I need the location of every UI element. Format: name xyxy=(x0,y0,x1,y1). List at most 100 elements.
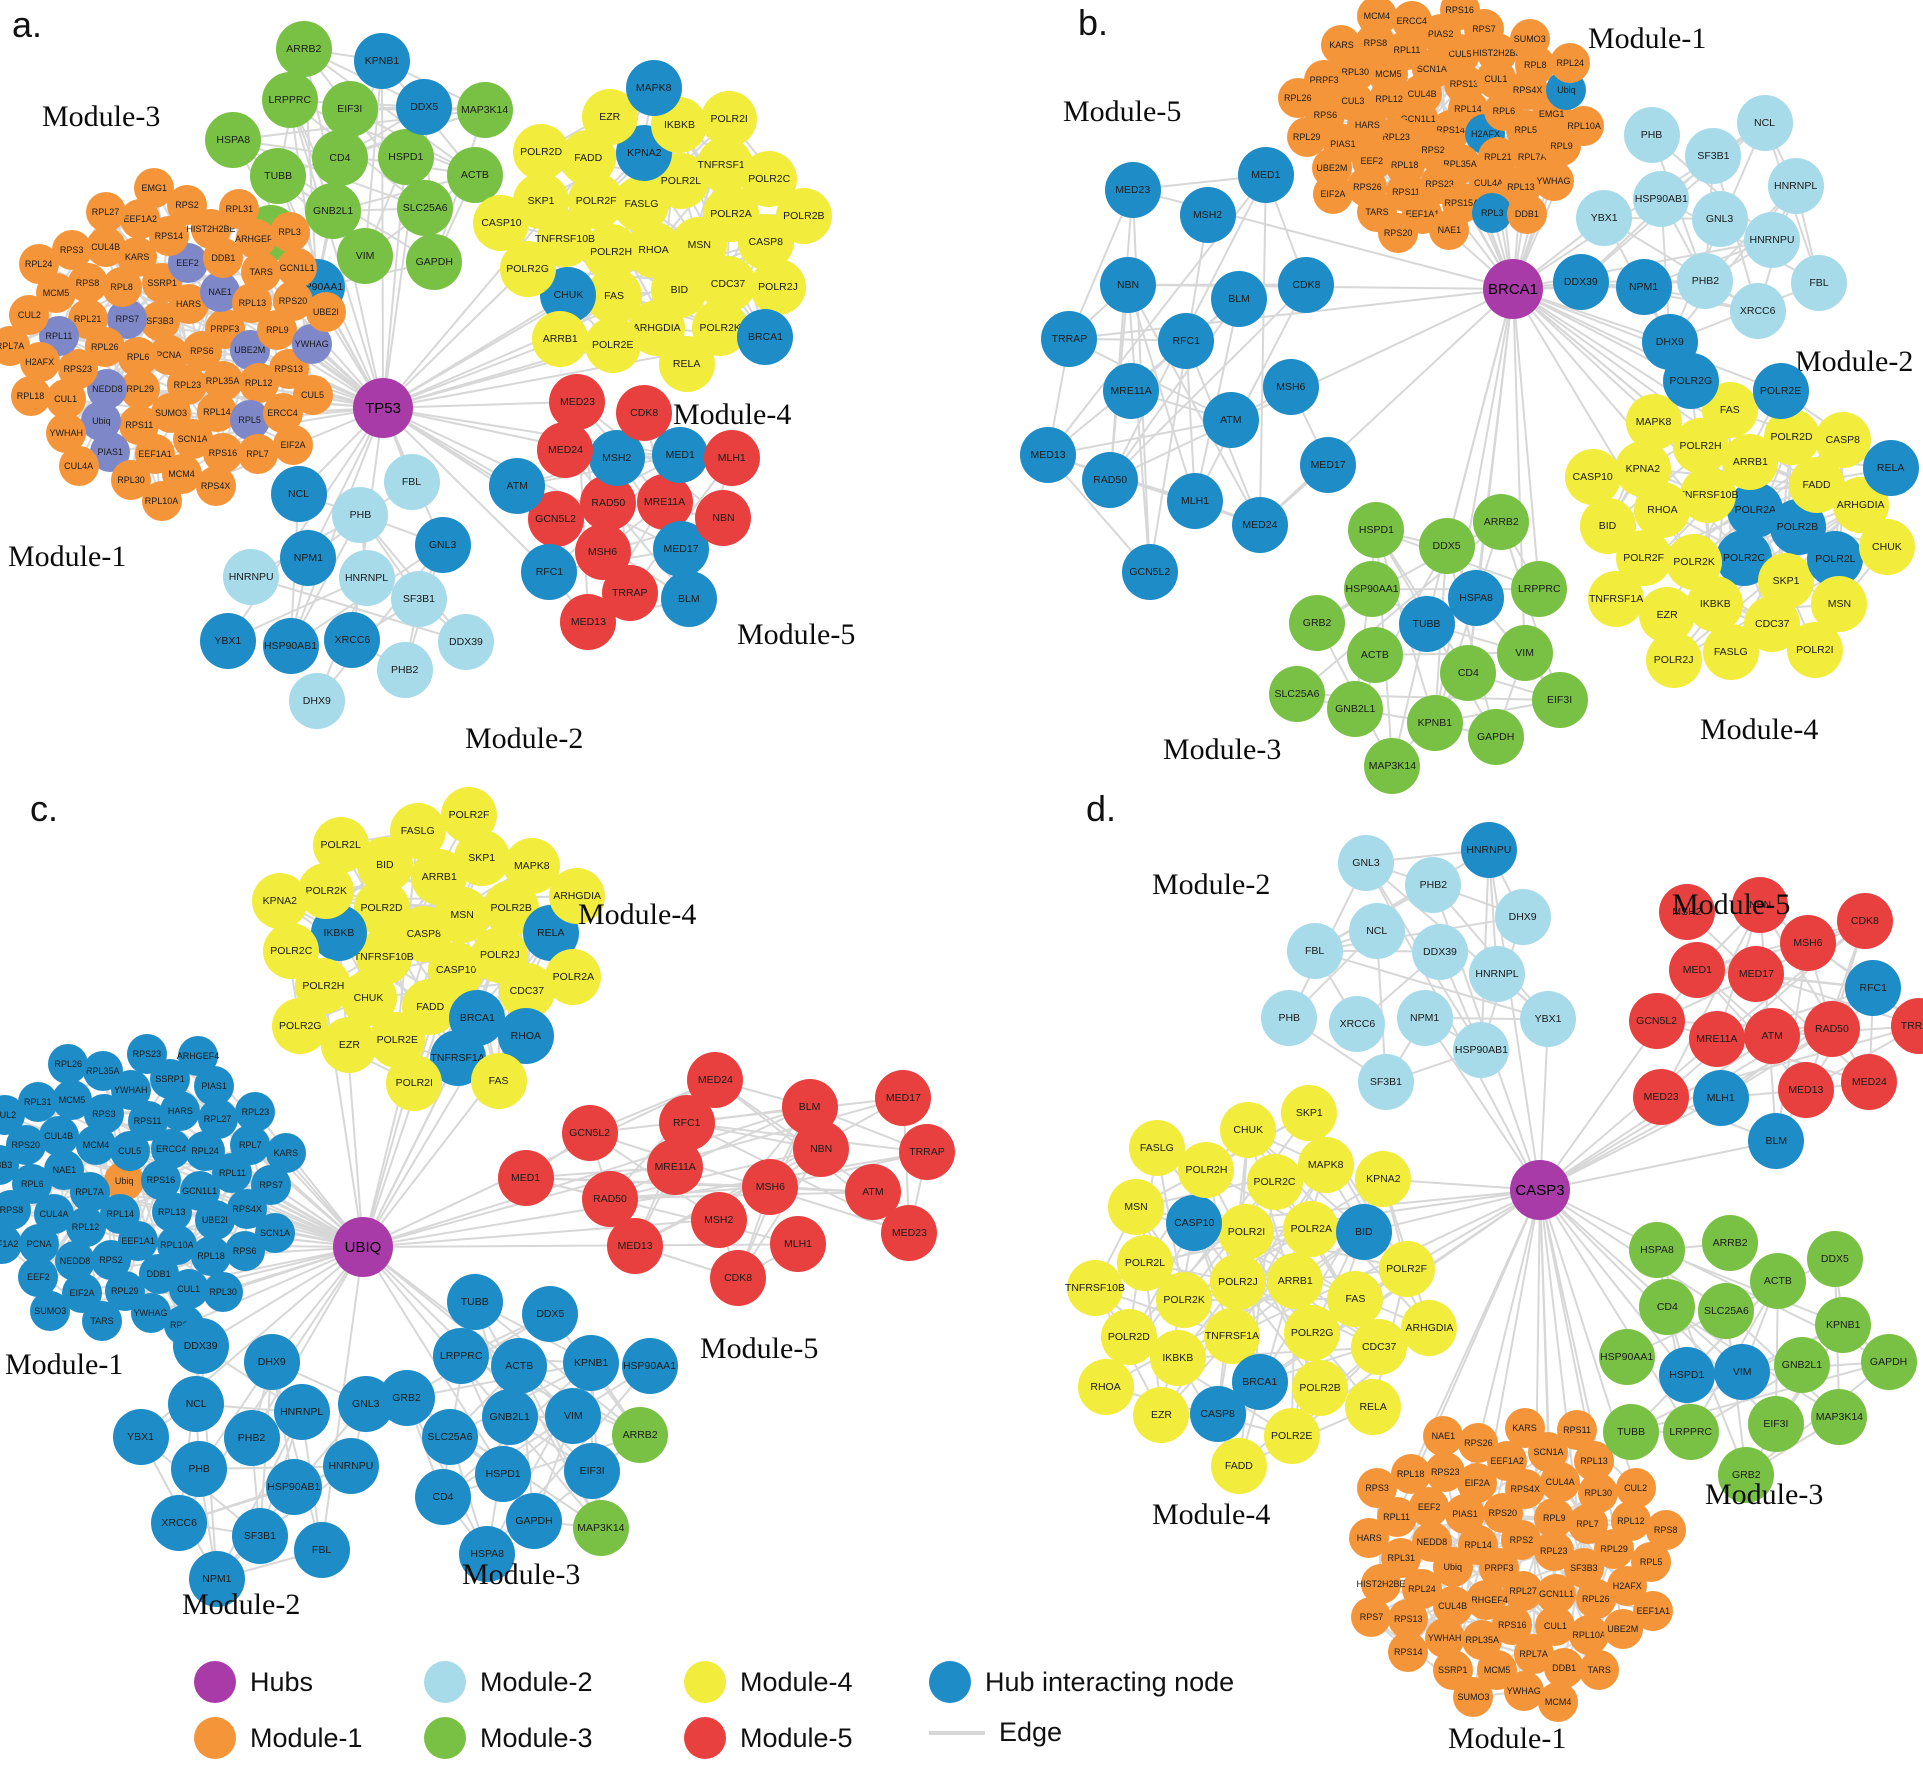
node[interactable]: NCL xyxy=(1736,94,1793,151)
node[interactable]: FADD xyxy=(1210,1437,1267,1494)
node[interactable]: HNRNPL xyxy=(338,549,395,606)
node[interactable]: RPL10A xyxy=(141,481,182,522)
node[interactable]: GAPDH xyxy=(406,234,463,291)
node[interactable]: MED13 xyxy=(1777,1061,1834,1118)
node[interactable]: ACTB xyxy=(1749,1252,1806,1309)
node[interactable]: HNRNPL xyxy=(273,1384,330,1441)
node[interactable]: GNL3 xyxy=(414,516,471,573)
node[interactable]: MAP3K14 xyxy=(572,1499,629,1556)
node[interactable]: MSH6 xyxy=(742,1158,799,1215)
node[interactable]: MED13 xyxy=(1020,427,1077,484)
node[interactable]: RFC1 xyxy=(521,543,578,600)
node[interactable]: YWHAG xyxy=(1533,161,1574,202)
node[interactable]: ARRB2 xyxy=(612,1406,669,1463)
node[interactable]: HNRNPU xyxy=(1460,821,1517,878)
node[interactable]: KARS xyxy=(1504,1407,1545,1448)
node[interactable]: TARS xyxy=(82,1301,122,1342)
hub-node[interactable]: BRCA1 xyxy=(1483,259,1543,319)
node[interactable]: RPL35A xyxy=(82,1051,123,1092)
hub-node[interactable]: CASP3 xyxy=(1510,1160,1570,1220)
node[interactable]: RPL27 xyxy=(85,192,126,233)
node[interactable]: POLR2E xyxy=(1752,363,1809,420)
node[interactable]: MED24 xyxy=(1231,496,1288,553)
node[interactable]: MED17 xyxy=(875,1070,932,1127)
node[interactable]: HNRNPL xyxy=(1468,946,1525,1003)
node[interactable]: RHOA xyxy=(1077,1358,1134,1415)
node[interactable]: CDK8 xyxy=(616,384,673,441)
node[interactable]: ARRB2 xyxy=(1473,493,1530,550)
node[interactable]: SLC25A6 xyxy=(1698,1283,1755,1340)
node[interactable]: MRE11A xyxy=(1103,363,1160,420)
node[interactable]: FAS xyxy=(470,1052,527,1109)
node[interactable]: CD4 xyxy=(311,129,368,186)
node[interactable]: MRE11A xyxy=(1688,1011,1745,1068)
node[interactable]: XRCC6 xyxy=(324,612,381,669)
node[interactable]: SF3B1 xyxy=(390,571,447,628)
node[interactable]: SUMO3 xyxy=(1509,19,1550,60)
node[interactable]: GNB2L1 xyxy=(1327,681,1384,738)
hub-node[interactable]: TP53 xyxy=(353,378,413,438)
node[interactable]: NPM1 xyxy=(1396,989,1453,1046)
node[interactable]: RAD50 xyxy=(1082,451,1139,508)
node[interactable]: EIF2A xyxy=(1312,174,1353,215)
node[interactable]: RELA xyxy=(1862,440,1919,497)
node[interactable]: LRPPRC xyxy=(261,72,318,129)
node[interactable]: CUL5 xyxy=(292,374,333,415)
node[interactable]: ARRB1 xyxy=(532,311,589,368)
node[interactable]: RPS4X xyxy=(195,465,236,506)
node[interactable]: CUL2 xyxy=(1615,1467,1656,1508)
node[interactable]: KPNB1 xyxy=(563,1334,620,1391)
node[interactable]: POLR2B xyxy=(775,187,832,244)
node[interactable]: NCL xyxy=(270,465,327,522)
node[interactable]: BID xyxy=(1579,497,1636,554)
node[interactable]: DDX5 xyxy=(1418,518,1475,575)
node[interactable]: TUBB xyxy=(446,1273,503,1330)
node[interactable]: SF3B1 xyxy=(231,1507,288,1564)
node[interactable]: TNFRSF1A xyxy=(1588,570,1645,627)
node[interactable]: POLR2I xyxy=(701,90,758,147)
node[interactable]: ATM xyxy=(489,457,546,514)
node[interactable]: MLH1 xyxy=(770,1216,827,1273)
node[interactable]: RELA xyxy=(1345,1378,1402,1435)
node[interactable]: GAPDH xyxy=(505,1492,562,1549)
node[interactable]: BLM xyxy=(1211,270,1267,327)
node[interactable]: EIF3I xyxy=(1747,1396,1804,1453)
node[interactable]: CD4 xyxy=(1440,644,1497,701)
node[interactable]: FBL xyxy=(293,1522,350,1579)
node[interactable]: RPL30 xyxy=(203,1272,244,1313)
node[interactable]: POLR2B xyxy=(1292,1360,1349,1417)
node[interactable]: GNB2L1 xyxy=(481,1389,538,1446)
node[interactable]: MED17 xyxy=(1300,436,1357,493)
node[interactable]: ARRB1 xyxy=(1267,1252,1324,1309)
node[interactable]: TUBB xyxy=(1603,1403,1660,1460)
node[interactable]: MSH2 xyxy=(1179,187,1236,244)
node[interactable]: FBL xyxy=(1286,922,1343,979)
node[interactable]: RPL26 xyxy=(48,1043,89,1084)
node[interactable]: MED1 xyxy=(652,427,709,484)
node[interactable]: RPS7 xyxy=(1351,1596,1392,1637)
node[interactable]: DDX5 xyxy=(396,78,453,135)
node[interactable]: EZR xyxy=(1133,1387,1190,1444)
node[interactable]: KPNA2 xyxy=(251,872,308,929)
node[interactable]: HSP90AA1 xyxy=(621,1338,678,1395)
node[interactable]: TRRAP xyxy=(898,1124,955,1181)
node[interactable]: EZR xyxy=(321,1017,378,1074)
node[interactable]: MAP3K14 xyxy=(1811,1389,1868,1446)
node[interactable]: VIM xyxy=(1496,624,1553,681)
node[interactable]: GNL3 xyxy=(1338,834,1395,891)
node[interactable]: MSH6 xyxy=(1262,359,1319,416)
node[interactable]: SF3B1 xyxy=(1357,1054,1414,1111)
node[interactable]: CASP10 xyxy=(1166,1194,1223,1251)
node[interactable]: VIM xyxy=(1714,1343,1771,1400)
node[interactable]: HSPD1 xyxy=(1348,502,1405,559)
node[interactable]: MED24 xyxy=(687,1052,744,1109)
node[interactable]: PHB2 xyxy=(1677,253,1734,310)
node[interactable]: YBX1 xyxy=(112,1408,169,1465)
node[interactable]: CDK8 xyxy=(1278,256,1335,313)
node[interactable]: RFC1 xyxy=(1158,312,1215,369)
node[interactable]: UBE2I xyxy=(305,291,346,332)
node[interactable]: SF3B1 xyxy=(1685,127,1742,184)
node[interactable]: POLR2L xyxy=(1116,1235,1173,1292)
node[interactable]: PHB2 xyxy=(223,1409,280,1466)
node[interactable]: MLH1 xyxy=(1167,472,1224,529)
